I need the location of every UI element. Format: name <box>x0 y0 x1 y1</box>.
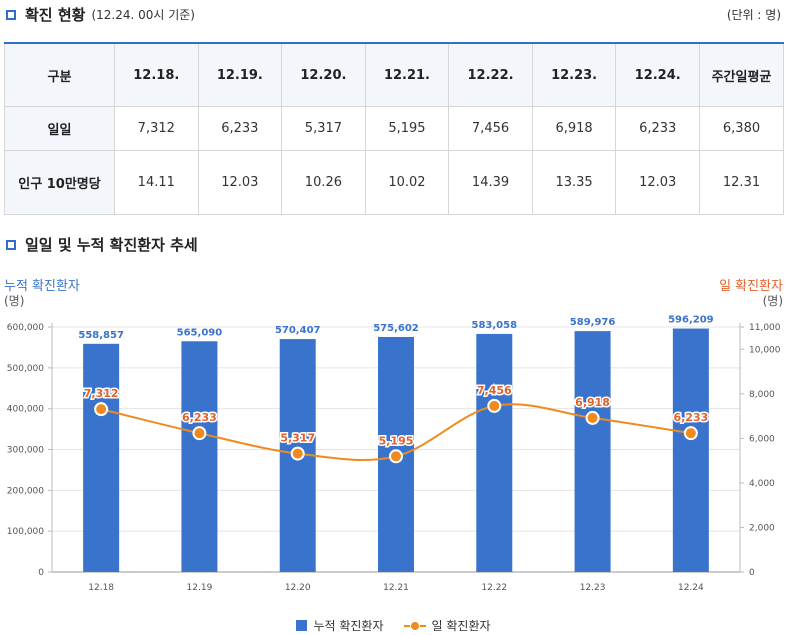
legend-label: 일 확진환자 <box>431 619 491 633</box>
bar-value-label: 583,058 <box>472 320 518 331</box>
col-header: 12.22. <box>448 42 533 107</box>
left-tick-label: 300,000 <box>7 446 44 456</box>
right-axis-title: 일 확진환자 <box>719 279 783 294</box>
row-label: 인구 10만명당 <box>4 150 115 215</box>
chart-legend: 누적 확진환자 일 확진환자 <box>0 617 787 634</box>
left-tick-label: 200,000 <box>7 486 44 496</box>
line-point <box>389 449 403 464</box>
bar-value-label: 565,090 <box>177 327 223 338</box>
table-cell: 14.11 <box>114 150 199 215</box>
bar <box>476 333 513 572</box>
table-cell: 6,233 <box>197 106 283 151</box>
line-point <box>683 426 698 441</box>
table-cell: 12.31 <box>699 150 784 215</box>
table-cell: 12.03 <box>197 150 283 215</box>
table-cell: 10.02 <box>364 150 450 215</box>
bar-value-label: 596,209 <box>668 315 714 326</box>
category-label: 12.23 <box>580 583 606 593</box>
table-cell: 13.35 <box>531 150 617 215</box>
table-cell: 5,195 <box>364 106 450 151</box>
bar-swatch-icon <box>296 620 308 631</box>
left-axis-title: 누적 확진환자 <box>4 279 80 294</box>
right-tick-label: 0 <box>749 568 755 578</box>
bar <box>83 343 120 572</box>
row-label: 일일 <box>4 106 115 151</box>
trend-chart: 누적 확진환자(명)일 확진환자(명)0100,000200,000300,00… <box>4 279 783 593</box>
col-header: 주간일평균 <box>699 42 784 107</box>
legend-item-cumulative: 누적 확진환자 <box>296 617 384 634</box>
col-header: 12.21. <box>364 42 450 107</box>
col-header: 12.20. <box>281 42 366 107</box>
right-tick-label: 6,000 <box>749 434 775 444</box>
line-value-label: 6,918 <box>575 396 610 409</box>
bar <box>181 341 218 572</box>
table-header-row: 구분 12.18. 12.19. 12.20. 12.21. 12.22. 12… <box>4 42 784 107</box>
bar-value-label: 589,976 <box>570 317 616 328</box>
line-value-label: 6,233 <box>182 411 217 424</box>
table-cell: 7,456 <box>448 106 533 151</box>
table-cell: 10.26 <box>281 150 366 215</box>
table-cell: 6,380 <box>699 106 784 151</box>
chart-header: 일일 및 누적 확진환자 추세 <box>6 234 198 255</box>
col-header: 12.19. <box>197 42 283 107</box>
table-cell: 7,312 <box>114 106 199 151</box>
line-point <box>487 398 502 413</box>
chart-section-title: 일일 및 누적 확진환자 추세 <box>25 236 198 254</box>
line-value-label: 7,312 <box>84 387 119 400</box>
left-tick-label: 600,000 <box>7 323 44 333</box>
category-label: 12.18 <box>88 583 114 593</box>
line-point <box>94 402 109 417</box>
right-axis-unit: (명) <box>763 294 783 308</box>
section-subtitle: (12.24. 00시 기준) <box>91 8 195 22</box>
right-tick-label: 10,000 <box>749 345 781 355</box>
line-point <box>585 410 600 425</box>
left-tick-label: 0 <box>38 568 44 578</box>
right-tick-label: 8,000 <box>749 390 775 400</box>
line-value-label: 5,317 <box>280 432 315 445</box>
line-value-label: 6,233 <box>673 411 708 424</box>
legend-label: 누적 확진환자 <box>313 619 384 633</box>
square-bullet-icon <box>6 239 16 250</box>
bar-value-label: 570,407 <box>275 325 321 336</box>
right-tick-label: 4,000 <box>749 479 775 489</box>
category-label: 12.21 <box>383 583 409 593</box>
table-cell: 5,317 <box>281 106 366 151</box>
col-header: 12.18. <box>114 42 199 107</box>
square-bullet-icon <box>6 9 16 20</box>
left-axis-unit: (명) <box>4 294 24 308</box>
line-value-label: 5,195 <box>379 434 414 447</box>
category-label: 12.22 <box>481 583 507 593</box>
table-row: 일일 7,312 6,233 5,317 5,195 7,456 6,918 6… <box>4 106 784 151</box>
left-tick-label: 400,000 <box>7 405 44 415</box>
right-tick-label: 2,000 <box>749 523 775 533</box>
status-header: 확진 현황 (12.24. 00시 기준) <box>6 4 195 25</box>
table-row: 인구 10만명당 14.11 12.03 10.26 10.02 14.39 1… <box>4 150 784 215</box>
table-cell: 12.03 <box>615 150 700 215</box>
legend-item-daily: 일 확진환자 <box>403 617 491 634</box>
stats-table: 구분 12.18. 12.19. 12.20. 12.21. 12.22. 12… <box>4 42 784 215</box>
category-label: 12.20 <box>285 583 311 593</box>
left-tick-label: 100,000 <box>7 527 44 537</box>
line-marker-icon <box>403 620 426 632</box>
category-label: 12.19 <box>187 583 213 593</box>
right-tick-label: 11,000 <box>749 323 781 333</box>
bar <box>574 331 611 572</box>
table-cell: 6,918 <box>531 106 617 151</box>
table-cell: 14.39 <box>448 150 533 215</box>
line-point <box>290 446 305 461</box>
line-point <box>192 426 207 441</box>
section-title: 확진 현황 <box>25 6 86 24</box>
col-header: 구분 <box>4 42 115 107</box>
unit-label: (단위 : 명) <box>726 8 781 22</box>
table-cell: 6,233 <box>615 106 700 151</box>
col-header: 12.24. <box>615 42 700 107</box>
bar-value-label: 575,602 <box>373 323 419 334</box>
line-value-label: 7,456 <box>477 384 512 397</box>
bar <box>672 328 709 572</box>
left-tick-label: 500,000 <box>7 364 44 374</box>
category-label: 12.24 <box>678 583 704 593</box>
col-header: 12.23. <box>531 42 617 107</box>
bar-value-label: 558,857 <box>78 330 124 341</box>
